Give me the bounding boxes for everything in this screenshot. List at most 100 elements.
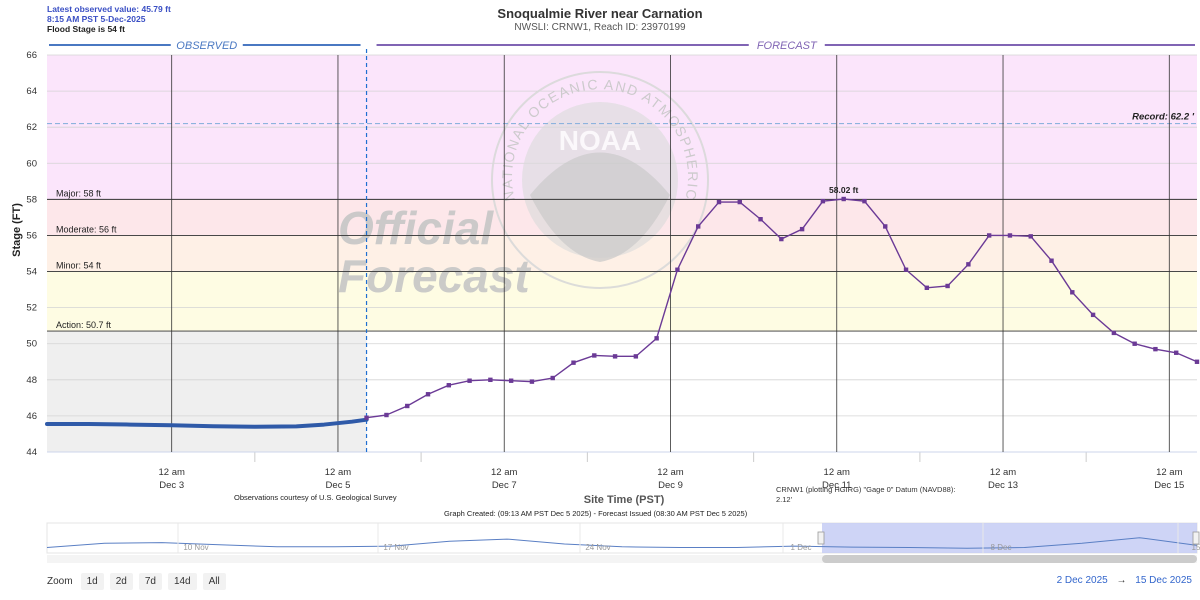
x-tick-date: Dec 11 (822, 480, 851, 491)
date-range-display[interactable]: 2 Dec 2025 → 15 Dec 2025 (1057, 575, 1192, 586)
x-tick-label: 12 am (325, 467, 351, 478)
y-tick-label: 44 (26, 447, 37, 458)
datum-note-line2: 2.12' (776, 495, 793, 504)
x-tick-label: 12 am (1156, 467, 1182, 478)
forecast-point (384, 412, 389, 418)
observed-banner: OBSERVED (49, 40, 361, 52)
y-tick-label: 54 (26, 267, 37, 278)
forecast-point (405, 403, 410, 409)
forecast-point (529, 379, 535, 384)
zoom-2d-button[interactable]: 2d (109, 573, 133, 590)
navigator-right-handle[interactable] (1192, 531, 1200, 545)
forecast-point (571, 360, 576, 365)
forecast-point (966, 262, 971, 267)
x-tick-date: Dec 15 (1154, 480, 1184, 491)
forecast-point (612, 354, 618, 359)
forecast-point (1194, 359, 1200, 364)
observed-banner-label: OBSERVED (176, 40, 237, 52)
forecast-point (1007, 233, 1013, 238)
forecast-point (924, 285, 930, 290)
range-navigator[interactable]: 10 Nov 17 Nov 24 Nov 1 Dec 8 Dec 15 (46, 522, 1200, 563)
chart-title: Snoqualmie River near Carnation (497, 6, 703, 21)
obs-courtesy: Observations courtesy of U.S. Geological… (234, 493, 397, 502)
navigator-tick-label: 1 Dec (791, 543, 812, 552)
navigator-tick-label: 24 Nov (585, 543, 610, 552)
zoom-1d-button[interactable]: 1d (80, 573, 104, 590)
forecast-point (550, 375, 555, 381)
y-tick-label: 52 (26, 303, 37, 314)
forecast-point (508, 378, 514, 383)
navigator-scrollbar-thumb[interactable] (822, 555, 1197, 563)
forecast-point (1049, 258, 1054, 263)
zoom-all-button[interactable]: All (202, 573, 226, 590)
forecast-point (1090, 312, 1096, 318)
forecast-point (488, 377, 493, 383)
forecast-point (799, 226, 805, 232)
forecast-point (425, 392, 431, 397)
latest-time: 8:15 AM PST 5-Dec-2025 (47, 14, 146, 24)
forecast-point (1111, 330, 1117, 336)
zoom-7d-button[interactable]: 7d (138, 573, 162, 590)
forecast-point (467, 378, 472, 383)
zoom-controls: Zoom 1d 2d 7d 14d All (47, 573, 232, 590)
peak-label: 58.02 ft (829, 185, 858, 195)
x-tick-date: Dec 9 (658, 480, 683, 491)
x-tick-label: 12 am (657, 467, 683, 478)
navigator-ticks: 10 Nov 17 Nov 24 Nov 1 Dec 8 Dec 15 (177, 523, 1200, 553)
forecast-point (364, 415, 369, 420)
observed-series-line (45, 417, 369, 429)
y-tick-label: 60 (26, 158, 37, 169)
forecast-point (675, 267, 680, 272)
threshold-label: Moderate: 56 ft (56, 224, 117, 234)
forecast-point (1070, 290, 1075, 295)
y-tick-label: 56 (26, 230, 37, 241)
forecast-point (633, 354, 639, 359)
y-tick-label: 48 (26, 375, 37, 386)
navigator-scrollbar-track[interactable] (47, 555, 1197, 563)
navigator-left-handle[interactable] (817, 531, 825, 545)
record-label: Record: 62.2 ' (1132, 112, 1195, 123)
forecast-point (758, 217, 763, 222)
y-tick-label: 66 (26, 50, 37, 61)
x-axis-title: Site Time (PST) (584, 494, 665, 506)
graph-created-note: Graph Created: (09:13 AM PST Dec 5 2025)… (444, 509, 748, 518)
range-from: 2 Dec 2025 (1056, 575, 1108, 586)
x-tick-date: Dec 13 (988, 480, 1018, 491)
forecast-point (654, 336, 659, 341)
forecast-point (1028, 234, 1033, 239)
axes: 44 46 48 50 52 54 56 58 60 62 64 66 12 am Dec 3 12 am D… (26, 50, 1197, 491)
threshold-label: Minor: 54 ft (56, 261, 102, 271)
zoom-14d-button[interactable]: 14d (167, 573, 197, 590)
forecast-point (841, 196, 846, 202)
forecast-banner-label: FORECAST (757, 40, 818, 52)
minor-band (47, 271, 1197, 332)
x-tick-label: 12 am (990, 467, 1016, 478)
navigator-tick-label: 8 Dec (991, 543, 1012, 552)
forecast-point (903, 267, 909, 272)
threshold-label: Action: 50.7 ft (56, 320, 112, 330)
x-tick-date: Dec 3 (159, 480, 184, 491)
threshold-label: Major: 58 ft (56, 188, 102, 198)
y-tick-label: 50 (26, 339, 37, 350)
forecast-point (737, 199, 742, 205)
navigator-tick-label: 17 Nov (383, 543, 408, 552)
forecast-point (945, 283, 950, 289)
x-tick-date: Dec 5 (326, 480, 351, 491)
threshold-lines: Action: 50.7 ft Minor: 54 ft Moderate: 56 … (47, 112, 1197, 332)
range-to: 15 Dec 2025 (1135, 575, 1192, 586)
forecast-point (696, 224, 701, 229)
watermark-official: Official (338, 202, 494, 254)
x-tick-label: 12 am (158, 467, 184, 478)
forecast-point (592, 353, 597, 358)
series (45, 196, 1200, 429)
x-tick-label: 12 am (491, 467, 517, 478)
watermark-forecast: Forecast (338, 250, 531, 302)
forecast-point (779, 236, 784, 242)
y-axis-title: Stage (FT) (11, 203, 23, 257)
y-tick-label: 62 (26, 122, 37, 133)
y-tick-label: 46 (26, 411, 37, 422)
forecast-point (883, 224, 888, 229)
forecast-point (1132, 341, 1137, 346)
forecast-point (716, 199, 722, 205)
